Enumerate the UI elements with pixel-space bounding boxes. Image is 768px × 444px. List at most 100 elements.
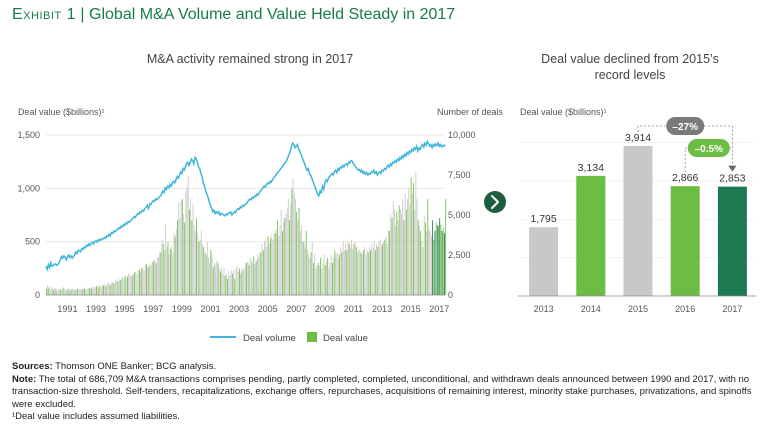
- deal-value-bar: [167, 241, 169, 295]
- footer-note-label: Note:: [12, 373, 37, 385]
- deal-value-bar: [311, 241, 313, 295]
- deal-value-bar: [315, 268, 317, 295]
- deal-value-bar: [376, 243, 377, 295]
- deal-value-bar: [160, 252, 162, 295]
- deal-value-bar: [388, 231, 389, 295]
- right-axis-tick-label: 2,500: [448, 250, 471, 260]
- deal-value-bar: [71, 289, 72, 295]
- deal-value-bar: [248, 265, 250, 295]
- annotation-bracket-05: [684, 147, 733, 173]
- left-xtick-label: 2015: [401, 304, 421, 314]
- deal-value-bar-2016: [670, 186, 700, 296]
- deal-value-bar: [373, 241, 375, 295]
- deal-value-bar: [413, 183, 414, 295]
- deal-value-bar: [366, 250, 368, 295]
- deal-value-bar-2014: [576, 175, 606, 296]
- left-xtick-label: 2011: [344, 304, 363, 314]
- deal-value-bar: [110, 284, 112, 295]
- deal-value-bar: [342, 241, 344, 295]
- deal-value-bar: [279, 225, 281, 295]
- deal-value-bar: [411, 193, 413, 295]
- arrow-down-icon: [728, 165, 737, 172]
- deal-value-bar: [141, 268, 143, 295]
- deal-value-bar: [389, 231, 391, 295]
- deal-value-bar: [168, 254, 170, 295]
- deal-value-bar: [441, 231, 443, 295]
- bar-value-label: 1,795: [530, 213, 556, 225]
- deal-value-bar: [124, 275, 126, 295]
- deal-value-bar: [377, 247, 379, 295]
- deal-value-bar: [159, 252, 161, 295]
- deal-value-bar: [143, 270, 145, 295]
- deal-value-bar: [306, 250, 308, 295]
- deal-value-bar: [322, 263, 324, 295]
- deal-value-bar: [60, 289, 62, 295]
- deal-value-bar: [97, 287, 99, 295]
- deal-value-bar: [405, 209, 407, 295]
- deal-value-bar: [105, 285, 107, 295]
- deal-value-bar: [88, 288, 90, 295]
- exhibit-label: Exhibit 1: [12, 6, 76, 23]
- deal-value-bar: [155, 263, 157, 295]
- deal-value-bar: [56, 290, 58, 295]
- right-chart-subtitle-line1: Deal value declined from 2015’s: [541, 52, 719, 66]
- deal-value-bar: [135, 271, 137, 295]
- deal-value-bar: [209, 263, 211, 295]
- deal-value-bar-2017: [717, 186, 747, 296]
- deal-value-bar: [393, 209, 395, 295]
- left-ytick-label: 1,000: [17, 183, 40, 193]
- deal-value-bar: [241, 270, 243, 295]
- deal-value-bar: [237, 271, 239, 295]
- deal-value-bar: [76, 288, 78, 295]
- deal-value-bar: [113, 283, 115, 295]
- deal-value-bar: [199, 239, 201, 295]
- deal-value-bar: [53, 290, 54, 295]
- deal-value-bar: [142, 267, 144, 295]
- deal-value-bar: [158, 257, 159, 295]
- deal-value-bar: [136, 274, 138, 295]
- deal-value-bar: [404, 193, 406, 295]
- deal-value-bar: [378, 241, 380, 295]
- footer-sources-text: Thomson ONE Banker; BCG analysis.: [52, 361, 217, 372]
- deal-value-bar: [156, 256, 158, 295]
- deal-value-bar: [183, 213, 184, 295]
- deal-value-bar: [372, 248, 374, 295]
- deal-value-bar: [301, 225, 302, 295]
- deal-value-bar: [258, 257, 259, 295]
- deal-value-bar: [106, 283, 108, 295]
- footer: Sources: Thomson ONE Banker; BCG analysi…: [12, 361, 756, 424]
- deal-value-bar: [96, 285, 97, 295]
- deal-value-bar: [382, 243, 383, 295]
- deal-value-bar: [72, 288, 74, 295]
- deal-value-bar: [210, 250, 212, 295]
- deal-value-bar: [104, 284, 106, 295]
- deal-value-bar: [57, 288, 59, 295]
- deal-value-bar: [214, 263, 215, 295]
- deal-value-bar: [280, 209, 282, 295]
- deal-value-bar: [59, 289, 60, 295]
- deal-value-bar: [208, 257, 209, 295]
- deal-value-bar: [131, 275, 133, 295]
- annotation-label-05: –0.5%: [695, 144, 723, 155]
- deal-value-bar: [407, 199, 408, 295]
- deal-value-bar: [165, 224, 167, 295]
- deal-value-bar: [328, 268, 330, 295]
- bar-value-label: 2,866: [672, 172, 698, 184]
- left-ylabel-deal-value: Deal value ($billions)¹: [18, 107, 105, 117]
- deal-value-bar: [221, 267, 223, 295]
- deal-value-bar: [122, 276, 124, 295]
- deal-value-bar: [254, 264, 256, 295]
- left-xtick-label: 1997: [143, 304, 163, 314]
- deal-value-bar: [371, 243, 373, 295]
- deal-value-bar: [216, 260, 218, 295]
- deal-value-bar: [308, 254, 310, 295]
- deal-value-bar: [390, 215, 392, 295]
- deal-value-bar: [82, 287, 84, 295]
- deal-value-bar: [324, 265, 326, 295]
- deal-value-bar: [340, 247, 342, 295]
- deal-value-bar: [386, 243, 388, 295]
- deal-value-bar: [215, 265, 217, 295]
- deal-value-bar: [144, 265, 146, 295]
- deal-value-bar: [179, 218, 181, 295]
- deal-value-bar: [161, 239, 163, 295]
